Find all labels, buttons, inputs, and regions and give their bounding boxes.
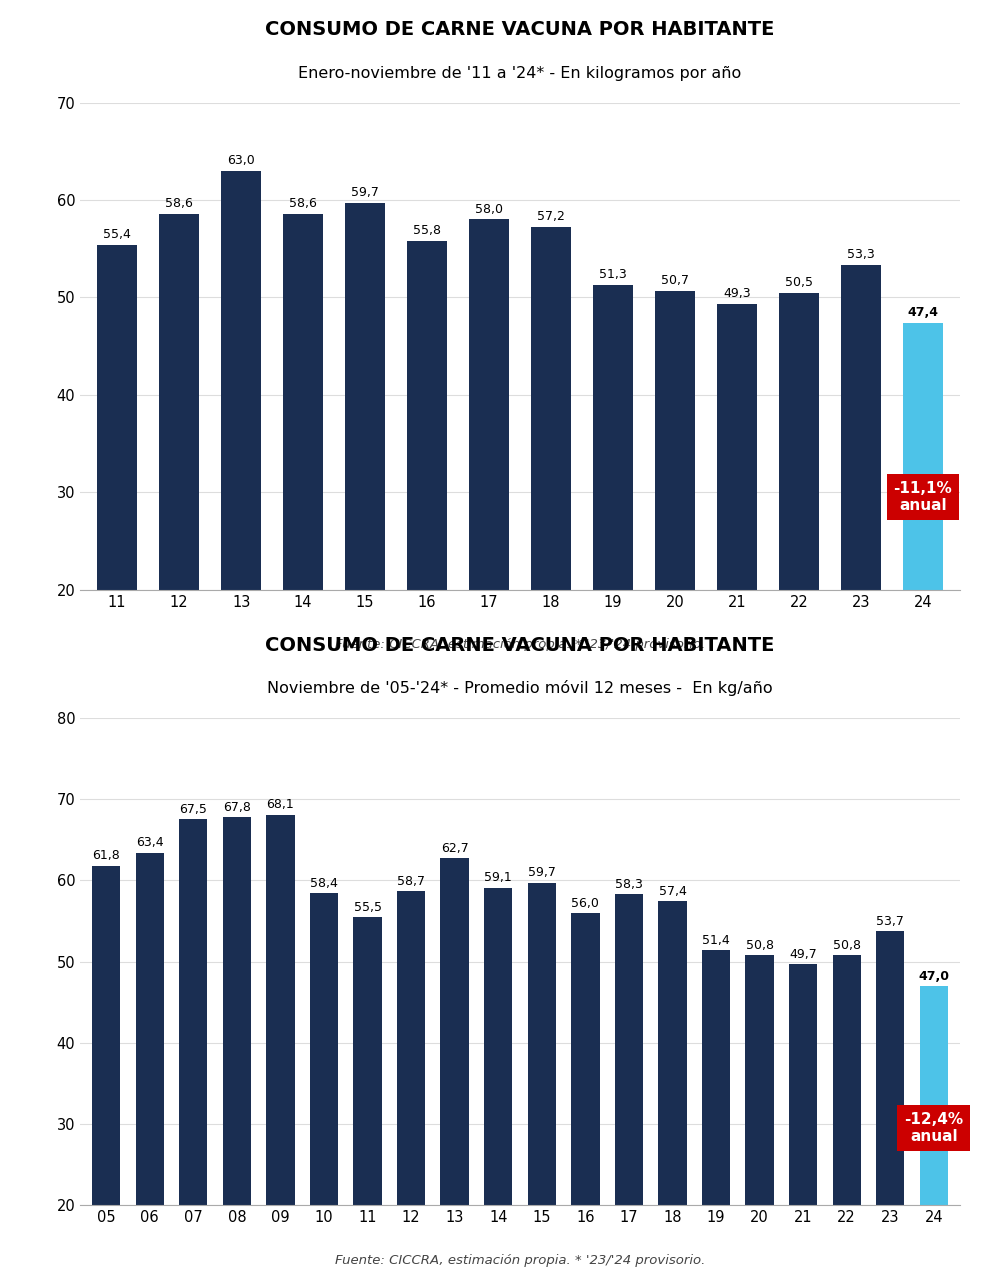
Bar	[593, 285, 633, 785]
Text: 47,0: 47,0	[918, 969, 949, 982]
Text: 67,8: 67,8	[223, 801, 251, 814]
Bar	[779, 292, 819, 785]
Bar	[876, 932, 904, 1282]
Text: 55,5: 55,5	[354, 900, 382, 914]
Text: Noviembre de '05-'24* - Promedio móvil 12 meses -  En kg/año: Noviembre de '05-'24* - Promedio móvil 1…	[267, 679, 773, 696]
Text: 58,3: 58,3	[615, 878, 643, 891]
Bar	[469, 219, 509, 785]
Bar	[97, 245, 137, 785]
Bar	[159, 214, 199, 785]
Bar	[745, 955, 774, 1282]
Bar	[283, 214, 323, 785]
Bar	[345, 203, 385, 785]
Text: 50,8: 50,8	[833, 938, 861, 951]
Text: 50,7: 50,7	[661, 273, 689, 287]
Text: 50,8: 50,8	[746, 938, 774, 951]
Text: 58,6: 58,6	[165, 196, 193, 210]
Text: 61,8: 61,8	[92, 850, 120, 863]
Bar	[615, 894, 643, 1282]
Bar	[571, 913, 600, 1282]
Bar	[789, 964, 817, 1282]
Text: 53,3: 53,3	[847, 249, 875, 262]
Text: Fuente: CICCRA, estimación propia. * '23/'24 provisorio.: Fuente: CICCRA, estimación propia. * '23…	[335, 638, 705, 651]
Text: 58,4: 58,4	[310, 877, 338, 890]
Bar	[702, 950, 730, 1282]
Bar	[920, 986, 948, 1282]
Bar	[266, 814, 295, 1282]
Bar	[221, 171, 261, 785]
Bar	[531, 227, 571, 785]
Text: 53,7: 53,7	[876, 915, 904, 928]
Bar	[655, 291, 695, 785]
Text: 58,6: 58,6	[289, 196, 317, 210]
Bar	[353, 917, 382, 1282]
Text: 55,8: 55,8	[413, 224, 441, 237]
Bar	[658, 901, 687, 1282]
Text: 59,7: 59,7	[528, 867, 556, 879]
Bar	[136, 853, 164, 1282]
Text: 57,4: 57,4	[659, 885, 686, 899]
Text: 68,1: 68,1	[267, 799, 294, 812]
Bar	[841, 265, 881, 785]
Text: 55,4: 55,4	[103, 228, 131, 241]
Bar	[310, 894, 338, 1282]
Text: 49,3: 49,3	[723, 287, 751, 300]
Text: CONSUMO DE CARNE VACUNA POR HABITANTE: CONSUMO DE CARNE VACUNA POR HABITANTE	[265, 636, 775, 655]
Bar	[484, 887, 512, 1282]
Bar	[717, 304, 757, 785]
Text: 63,0: 63,0	[227, 154, 255, 167]
Text: Enero-noviembre de '11 a '24* - En kilogramos por año: Enero-noviembre de '11 a '24* - En kilog…	[298, 65, 742, 81]
Text: 49,7: 49,7	[789, 947, 817, 960]
Text: 51,3: 51,3	[599, 268, 627, 281]
Text: -11,1%
anual: -11,1% anual	[893, 481, 952, 513]
Bar	[833, 955, 861, 1282]
Text: 58,7: 58,7	[397, 874, 425, 887]
Text: 62,7: 62,7	[441, 842, 469, 855]
Bar	[397, 891, 425, 1282]
Text: -12,4%
anual: -12,4% anual	[904, 1111, 963, 1144]
Text: 67,5: 67,5	[179, 803, 207, 817]
Bar	[92, 865, 120, 1282]
Text: 59,7: 59,7	[351, 186, 379, 199]
Text: 59,1: 59,1	[484, 872, 512, 885]
Text: 47,4: 47,4	[907, 306, 938, 319]
Text: CONSUMO DE CARNE VACUNA POR HABITANTE: CONSUMO DE CARNE VACUNA POR HABITANTE	[265, 21, 775, 40]
Text: 51,4: 51,4	[702, 933, 730, 947]
Text: 57,2: 57,2	[537, 210, 565, 223]
Bar	[223, 817, 251, 1282]
Bar	[903, 323, 943, 785]
Text: Fuente: CICCRA, estimación propia. * '23/'24 provisorio.: Fuente: CICCRA, estimación propia. * '23…	[335, 1254, 705, 1267]
Text: 63,4: 63,4	[136, 836, 164, 850]
Bar	[440, 859, 469, 1282]
Bar	[407, 241, 447, 785]
Text: 58,0: 58,0	[475, 203, 503, 215]
Text: 56,0: 56,0	[571, 896, 599, 909]
Bar	[528, 883, 556, 1282]
Text: 50,5: 50,5	[785, 276, 813, 288]
Bar	[179, 819, 207, 1282]
